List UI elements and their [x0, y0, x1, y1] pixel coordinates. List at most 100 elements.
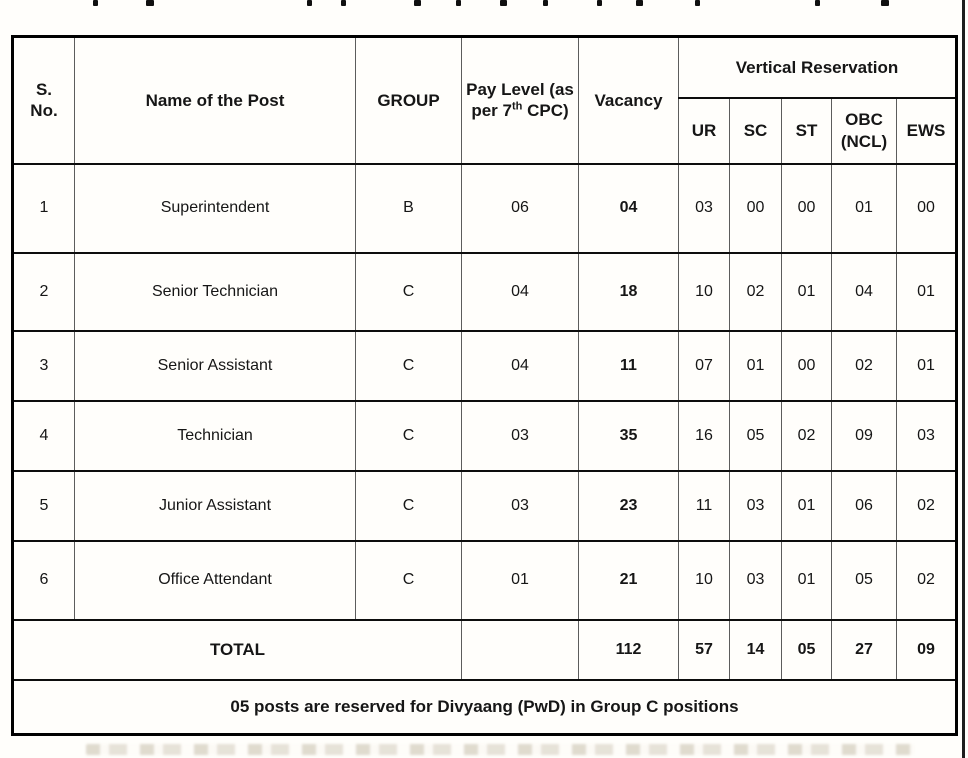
- cell-ews: 02: [895, 469, 958, 542]
- cell-sc: 01: [729, 329, 782, 402]
- cell-st: 02: [781, 399, 832, 472]
- cell-post-name: Senior Assistant: [74, 329, 356, 402]
- header-obc-line2: (NCL): [840, 131, 888, 151]
- header-ews: EWS: [895, 96, 958, 165]
- cut-off-bottom-text: [86, 744, 914, 755]
- page-edge-line: [962, 0, 965, 758]
- cell-group: B: [355, 162, 462, 254]
- cell-post-name: Technician: [74, 399, 356, 472]
- header-obc-line1: OBC: [845, 110, 883, 130]
- header-group: GROUP: [355, 35, 462, 165]
- cut-off-text-fragment: [93, 0, 98, 6]
- cut-off-text-fragment: [815, 0, 820, 6]
- cell-obc: 09: [831, 399, 897, 472]
- cut-off-text-fragment: [881, 0, 889, 6]
- cell-s-no: 6: [12, 539, 75, 621]
- cell-ews: 00: [895, 162, 958, 254]
- cell-obc: 05: [831, 539, 897, 621]
- cell-pay-level: 01: [461, 539, 579, 621]
- cut-off-text-fragment: [597, 0, 602, 6]
- table-row: 2 Senior Technician C 04 18 10 02 01 04 …: [12, 251, 958, 332]
- cut-off-text-fragment: [500, 0, 507, 6]
- cell-group: C: [355, 251, 462, 332]
- cell-vacancy: 11: [578, 329, 679, 402]
- cell-sc: 02: [729, 251, 782, 332]
- table-row: 6 Office Attendant C 01 21 10 03 01 05 0…: [12, 539, 958, 621]
- cell-st: 00: [781, 329, 832, 402]
- total-sc: 14: [729, 618, 782, 681]
- header-s-no-line1: S.: [35, 80, 53, 99]
- cell-st: 01: [781, 539, 832, 621]
- table-row: 1 Superintendent B 06 04 03 00 00 01 00: [12, 162, 958, 254]
- cut-off-text-fragment: [456, 0, 461, 6]
- table-row: 3 Senior Assistant C 04 11 07 01 00 02 0…: [12, 329, 958, 402]
- cell-sc: 03: [729, 469, 782, 542]
- cell-sc: 00: [729, 162, 782, 254]
- cell-ur: 10: [678, 251, 730, 332]
- cell-pay-level: 04: [461, 251, 579, 332]
- cell-group: C: [355, 399, 462, 472]
- cell-s-no: 4: [12, 399, 75, 472]
- cut-off-text-fragment: [414, 0, 421, 6]
- header-row-sub: UR SC ST OBC (NCL) EWS: [13, 96, 958, 165]
- cut-off-text-fragment: [636, 0, 643, 6]
- cell-sc: 05: [729, 399, 782, 472]
- vacancy-table: S. No. Name of the Post GROUP Pay Level …: [11, 35, 959, 736]
- header-st: ST: [781, 96, 832, 165]
- header-pay-level-text: Pay Level (as per 7: [466, 80, 574, 121]
- cut-off-text-fragment: [341, 0, 346, 6]
- header-s-no: S. No.: [12, 35, 75, 165]
- total-obc: 27: [831, 618, 897, 681]
- cell-vacancy: 23: [578, 469, 679, 542]
- total-ews: 09: [895, 618, 958, 681]
- cell-post-name: Superintendent: [74, 162, 356, 254]
- header-pay-level: Pay Level (as per 7th CPC): [461, 35, 579, 165]
- cell-ews: 01: [895, 251, 958, 332]
- header-ur: UR: [678, 96, 730, 165]
- cell-group: C: [355, 539, 462, 621]
- cell-pay-level: 03: [461, 469, 579, 542]
- cell-post-name: Senior Technician: [74, 251, 356, 332]
- cell-obc: 04: [831, 251, 897, 332]
- header-vertical-reservation: Vertical Reservation: [677, 35, 958, 99]
- header-pay-level-suffix: CPC): [522, 101, 569, 121]
- cell-group: C: [355, 329, 462, 402]
- total-vacancy: 112: [578, 618, 679, 681]
- cell-pay-level: 04: [461, 329, 579, 402]
- note-row: 05 posts are reserved for Divyaang (PwD)…: [11, 678, 958, 736]
- cell-s-no: 2: [12, 251, 75, 332]
- cell-vacancy: 35: [578, 399, 679, 472]
- cell-obc: 01: [831, 162, 897, 254]
- total-label: TOTAL: [12, 618, 462, 681]
- header-sc: SC: [729, 96, 782, 165]
- cell-vacancy: 21: [578, 539, 679, 621]
- cell-ur: 16: [678, 399, 730, 472]
- header-vacancy: Vacancy: [578, 35, 679, 165]
- cell-group: C: [355, 469, 462, 542]
- cut-off-text-fragment: [146, 0, 154, 6]
- cell-s-no: 1: [12, 162, 75, 254]
- table-row: 4 Technician C 03 35 16 05 02 09 03: [12, 399, 958, 472]
- cell-st: 00: [781, 162, 832, 254]
- cell-ur: 10: [678, 539, 730, 621]
- cell-s-no: 5: [12, 469, 75, 542]
- cell-ews: 01: [895, 329, 958, 402]
- cut-off-text-fragment: [543, 0, 548, 6]
- header-pay-level-superscript: th: [511, 100, 523, 113]
- cell-obc: 02: [831, 329, 897, 402]
- table-row: 5 Junior Assistant C 03 23 11 03 01 06 0…: [12, 469, 958, 542]
- cell-ews: 02: [895, 539, 958, 621]
- cell-post-name: Office Attendant: [74, 539, 356, 621]
- total-ur: 57: [678, 618, 730, 681]
- cell-vacancy: 04: [578, 162, 679, 254]
- cell-ur: 03: [678, 162, 730, 254]
- pwd-reservation-note: 05 posts are reserved for Divyaang (PwD)…: [11, 678, 958, 736]
- cell-sc: 03: [729, 539, 782, 621]
- cell-vacancy: 18: [578, 251, 679, 332]
- cell-ur: 07: [678, 329, 730, 402]
- total-pay-level-empty: [461, 618, 579, 681]
- cell-pay-level: 06: [461, 162, 579, 254]
- cell-ews: 03: [895, 399, 958, 472]
- cell-obc: 06: [831, 469, 897, 542]
- cell-s-no: 3: [12, 329, 75, 402]
